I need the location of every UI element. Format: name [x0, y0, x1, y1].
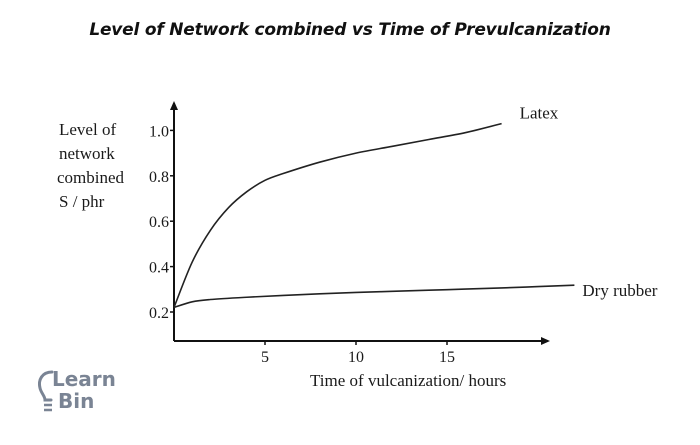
y-tick-label: 0.6: [149, 214, 169, 231]
series-label-dry-rubber: Dry rubber: [582, 281, 657, 300]
x-tick-label: 5: [261, 349, 269, 366]
logo-text-line1: Learn: [52, 367, 116, 391]
series-label-latex: Latex: [520, 104, 559, 123]
y-axis-label-line: combined: [57, 168, 125, 187]
y-tick-label: 1.0: [149, 123, 169, 140]
y-tick-label: 0.4: [149, 260, 169, 277]
y-axis-label-line: S / phr: [59, 192, 105, 211]
x-tick-label: 15: [439, 349, 455, 366]
series-line-latex: [173, 122, 502, 308]
y-tick-label: 0.8: [149, 169, 169, 186]
series-line-dry-rubber: [173, 284, 575, 309]
learnbin-logo: Learn Bin: [38, 368, 138, 420]
lightbulb-icon: [38, 370, 54, 412]
y-axis-label-line: Level of: [59, 120, 116, 139]
x-axis-label: Time of vulcanization/ hours: [310, 371, 506, 390]
x-tick-label: 10: [348, 349, 364, 366]
y-axis-label-line: network: [59, 144, 115, 163]
page-title: Level of Network combined vs Time of Pre…: [89, 20, 611, 40]
y-tick-label: 0.2: [149, 305, 169, 322]
logo-text-line2: Bin: [58, 389, 95, 413]
